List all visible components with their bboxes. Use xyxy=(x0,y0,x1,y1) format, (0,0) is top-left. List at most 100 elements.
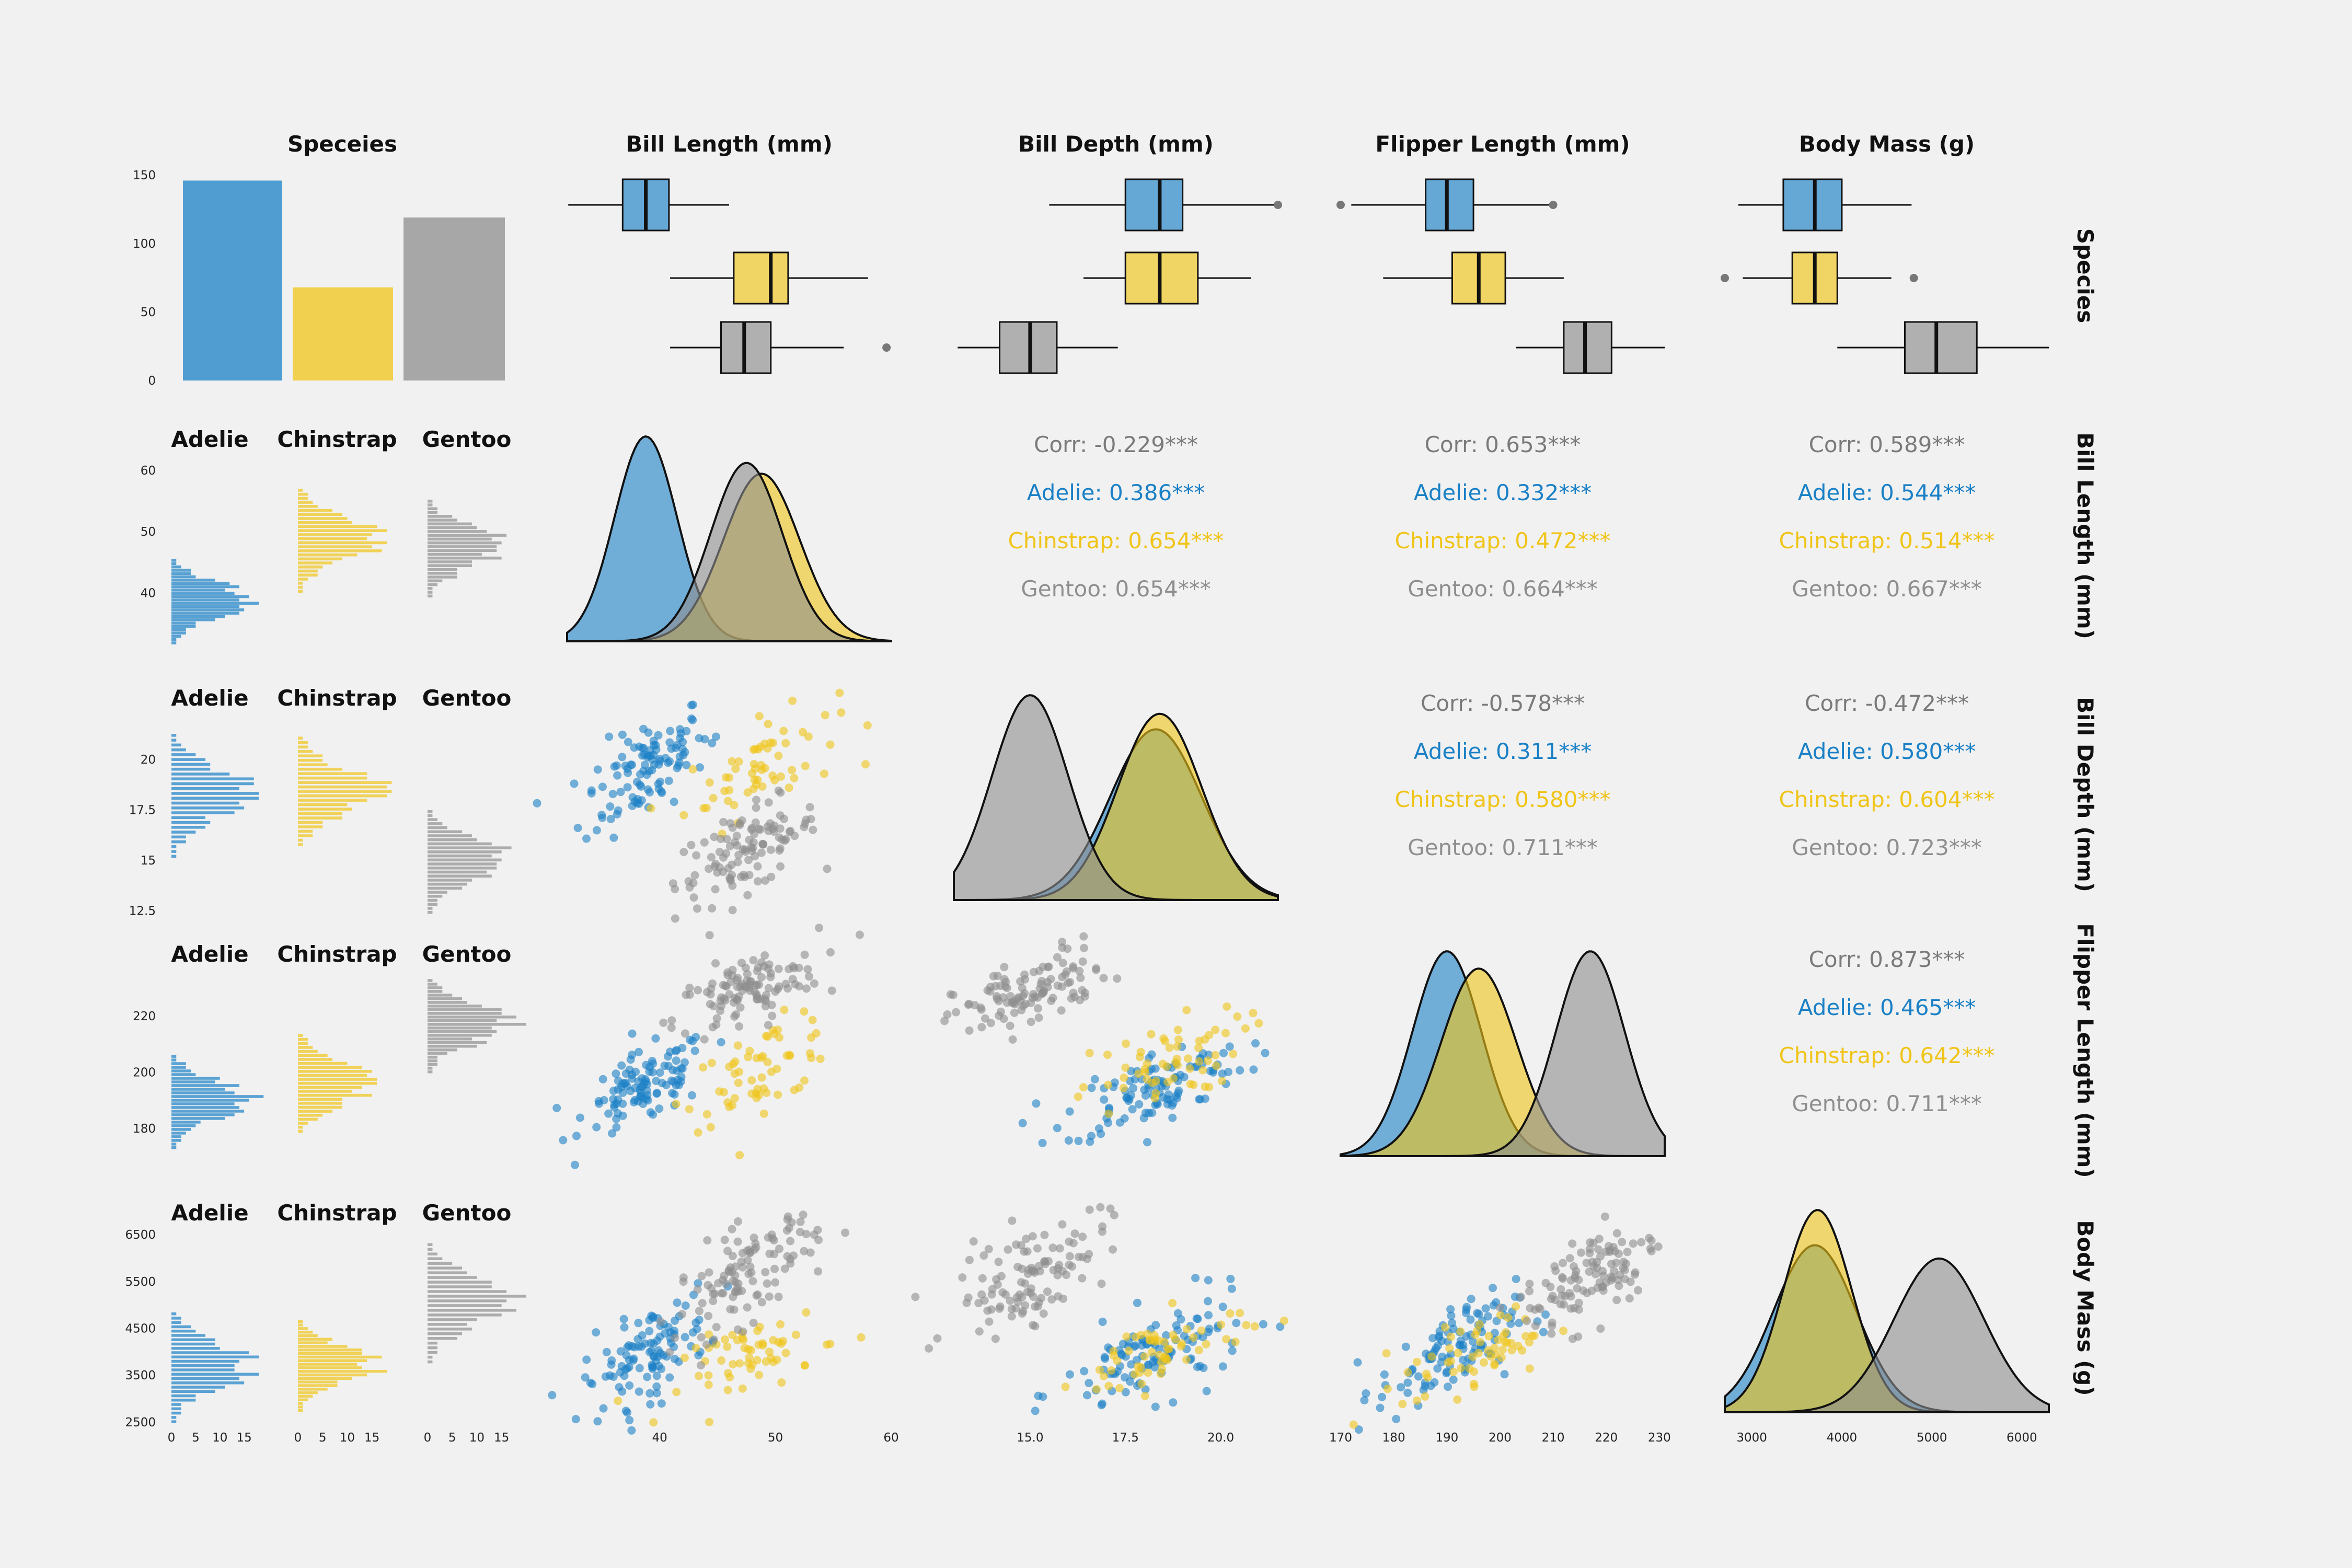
scatter-point-chinstrap xyxy=(729,1360,737,1369)
scatter-point-chinstrap xyxy=(1155,1336,1163,1345)
scatter-point-chinstrap xyxy=(1124,1346,1133,1355)
scatter-point-chinstrap xyxy=(1475,1320,1484,1329)
hist-bar-chinstrap xyxy=(298,1366,362,1369)
hist-bar-adelie xyxy=(171,1351,249,1354)
scatter-point-adelie xyxy=(1362,1389,1370,1398)
hist-bar-adelie xyxy=(171,1312,177,1316)
hist-bar-adelie xyxy=(171,758,205,761)
scatter-point-chinstrap xyxy=(821,711,829,720)
hist-bar-adelie xyxy=(171,1386,225,1389)
hist-bar-chinstrap xyxy=(298,1338,333,1341)
scatter-point-gentoo xyxy=(775,846,784,855)
scatter-point-gentoo xyxy=(741,845,750,854)
scatter-point-gentoo xyxy=(752,795,760,804)
scatter-point-gentoo xyxy=(697,1361,705,1370)
hist-bar-chinstrap xyxy=(298,803,348,806)
scatter-point-gentoo xyxy=(1085,1205,1094,1214)
hist-bar-chinstrap xyxy=(298,1345,348,1348)
hist-bar-gentoo xyxy=(428,1026,492,1030)
scatter-point-gentoo xyxy=(781,979,790,988)
scatter-point-chinstrap xyxy=(1476,1338,1485,1346)
hist-bar-chinstrap xyxy=(298,1114,323,1117)
scatter-point-adelie xyxy=(616,1347,625,1356)
hist-bar-gentoo xyxy=(428,1243,433,1247)
scatter-point-gentoo xyxy=(977,1023,986,1032)
scatter-point-gentoo xyxy=(712,1323,721,1332)
scatter-point-gentoo xyxy=(806,815,815,824)
scatter-point-adelie xyxy=(620,1323,629,1332)
scatter-point-gentoo xyxy=(747,824,756,833)
scatter-point-adelie xyxy=(627,1426,636,1435)
scatter-point-gentoo xyxy=(726,1305,735,1313)
scatter-point-gentoo xyxy=(754,877,762,886)
scatter-point-adelie xyxy=(654,1346,663,1355)
correlation-text: Corr: -0.578*** xyxy=(1421,690,1585,716)
scatter-point-adelie xyxy=(664,776,673,785)
scatter-point-gentoo xyxy=(985,1317,994,1326)
scatter-point-chinstrap xyxy=(1136,1363,1145,1371)
scatter-point-gentoo xyxy=(712,1014,721,1023)
scatter-point-chinstrap xyxy=(757,1053,766,1062)
hist-bar-gentoo xyxy=(428,1360,433,1364)
scatter-point-chinstrap xyxy=(773,1065,781,1073)
scatter-point-gentoo xyxy=(1616,1271,1624,1279)
row-tick-label: 3500 xyxy=(125,1369,156,1382)
scatter-point-gentoo xyxy=(681,1029,689,1038)
hist-bar-adelie xyxy=(171,1390,215,1393)
hist-bar-chinstrap xyxy=(298,1070,372,1073)
scatter-point-adelie xyxy=(614,1109,622,1118)
hist-bar-gentoo xyxy=(428,587,433,590)
scatter-point-chinstrap xyxy=(1423,1373,1432,1382)
scatter-point-chinstrap xyxy=(812,1029,821,1037)
hist-bar-adelie xyxy=(171,641,177,644)
hist-bar-gentoo xyxy=(428,534,507,537)
scatter-point-adelie xyxy=(619,1315,628,1323)
scatter-point-gentoo xyxy=(656,1317,665,1326)
scatter-point-chinstrap xyxy=(723,1386,732,1394)
hist-count-tick: 0 xyxy=(168,1431,176,1445)
scatter-point-gentoo xyxy=(757,958,766,967)
row-label-3: Flipper Length (mm) xyxy=(2072,923,2098,1178)
scatter-point-gentoo xyxy=(971,1001,979,1010)
scatter-point-gentoo xyxy=(1607,1276,1616,1285)
scatter-point-gentoo xyxy=(1004,1245,1012,1254)
scatter-point-adelie xyxy=(628,1029,637,1038)
scatter-point-adelie xyxy=(645,1063,654,1071)
hist-count-tick: 0 xyxy=(294,1431,302,1445)
hist-bar-gentoo xyxy=(428,1271,467,1274)
scatter-point-adelie xyxy=(1169,1398,1178,1407)
hist-bar-gentoo xyxy=(428,1252,437,1255)
scatter-point-chinstrap xyxy=(728,1331,737,1340)
scatter-point-chinstrap xyxy=(800,1361,809,1370)
scatter-point-adelie xyxy=(693,1324,701,1333)
hist-bar-gentoo xyxy=(428,1012,502,1015)
hist-bar-gentoo xyxy=(428,568,457,571)
scatter-point-gentoo xyxy=(958,1273,967,1282)
box-gentoo xyxy=(999,321,1058,374)
hist-bar-adelie xyxy=(171,585,239,589)
scatter-point-gentoo xyxy=(743,891,752,900)
scatter-point-gentoo xyxy=(1078,957,1087,966)
hist-bar-gentoo xyxy=(428,1044,477,1048)
hist-count-tick: 5 xyxy=(319,1431,327,1445)
hist-bar-chinstrap xyxy=(298,1352,362,1355)
scatter-point-adelie xyxy=(652,1089,661,1098)
scatter-point-adelie xyxy=(629,1354,638,1363)
hist-bar-adelie xyxy=(171,787,239,790)
scatter-point-adelie xyxy=(670,798,678,806)
hist-bar-chinstrap xyxy=(298,1323,303,1327)
scatter-point-gentoo xyxy=(689,893,698,902)
hist-bar-gentoo xyxy=(428,886,463,890)
scatter-point-adelie xyxy=(1428,1334,1437,1343)
scatter-point-gentoo xyxy=(745,836,754,845)
scatter-point-gentoo xyxy=(723,1247,732,1255)
hist-bar-chinstrap xyxy=(298,1093,372,1097)
bar-gentoo xyxy=(403,217,505,381)
scatter-point-adelie xyxy=(598,1075,607,1083)
scatter-point-adelie xyxy=(626,760,635,769)
scatter-point-adelie xyxy=(602,1347,611,1356)
scatter-point-adelie xyxy=(637,782,645,791)
scatter-point-gentoo xyxy=(1097,1279,1106,1288)
scatter-point-chinstrap xyxy=(807,1054,816,1063)
